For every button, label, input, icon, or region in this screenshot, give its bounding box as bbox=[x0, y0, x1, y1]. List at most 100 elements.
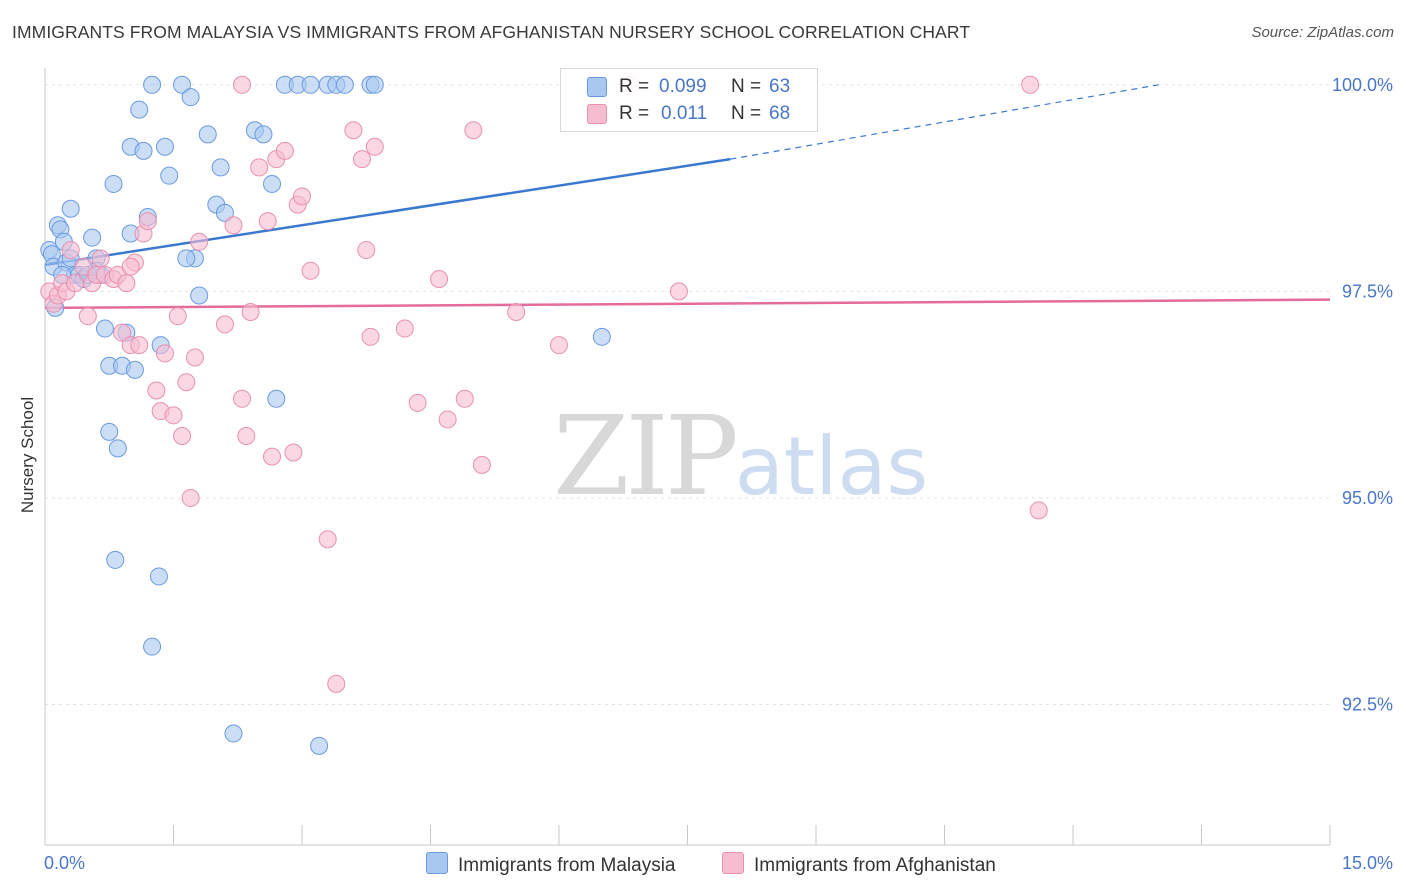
malaysia-point bbox=[263, 174, 282, 193]
malaysia-point bbox=[160, 166, 179, 185]
afghanistan-point bbox=[464, 121, 483, 140]
legend-series-name: Immigrants from Afghanistan bbox=[754, 855, 996, 876]
afghanistan-point bbox=[438, 410, 457, 429]
malaysia-point bbox=[108, 439, 127, 458]
afghanistan-point bbox=[181, 488, 200, 507]
afghanistan-point bbox=[408, 393, 427, 412]
malaysia-point bbox=[310, 736, 329, 755]
malaysia-point bbox=[592, 327, 611, 346]
afghanistan-point bbox=[507, 303, 526, 322]
malaysia-point bbox=[106, 550, 125, 569]
legend-r-label: R = bbox=[619, 103, 650, 124]
malaysia-point bbox=[224, 724, 243, 743]
malaysia-point bbox=[125, 360, 144, 379]
malaysia-point bbox=[198, 125, 217, 144]
malaysia-trend-line bbox=[44, 157, 731, 267]
malaysia-point bbox=[143, 75, 162, 94]
afghanistan-point bbox=[177, 373, 196, 392]
afghanistan-point bbox=[155, 344, 174, 363]
legend-n-value: 63 bbox=[769, 76, 791, 97]
source-credit: Source: ZipAtlas.com bbox=[1251, 24, 1394, 41]
malaysia-point bbox=[190, 286, 209, 305]
malaysia-point bbox=[95, 319, 114, 338]
malaysia-point bbox=[267, 389, 286, 408]
afghanistan-point bbox=[472, 455, 491, 474]
legend-series-name: Immigrants from Malaysia bbox=[458, 855, 676, 876]
afghanistan-point bbox=[455, 389, 474, 408]
x-tick-label: 0.0% bbox=[44, 853, 85, 873]
afghanistan-point bbox=[78, 307, 97, 326]
afghanistan-point bbox=[327, 674, 346, 693]
afghanistan-point bbox=[130, 336, 149, 355]
afghanistan-point bbox=[357, 241, 376, 260]
legend-r-label: R = bbox=[619, 76, 650, 97]
malaysia-point bbox=[104, 174, 123, 193]
afghanistan-point bbox=[61, 241, 80, 260]
legend-n-label: N = bbox=[731, 103, 762, 124]
malaysia-point bbox=[143, 637, 162, 656]
afghanistan-point bbox=[1021, 75, 1040, 94]
malaysia-point bbox=[83, 228, 102, 247]
malaysia-point bbox=[365, 75, 384, 94]
afghanistan-point bbox=[395, 319, 414, 338]
afghanistan-point bbox=[91, 249, 110, 268]
afghanistan-point bbox=[258, 212, 277, 231]
afghanistan-point bbox=[190, 232, 209, 251]
legend-r-value: 0.011 bbox=[661, 103, 708, 124]
data-points bbox=[40, 75, 1048, 755]
malaysia-point bbox=[155, 137, 174, 156]
x-tick-label: 15.0% bbox=[1342, 853, 1393, 873]
afghanistan-point bbox=[361, 327, 380, 346]
afghanistan-point bbox=[113, 323, 132, 342]
afghanistan-point bbox=[318, 530, 337, 549]
afghanistan-swatch bbox=[722, 852, 744, 874]
afghanistan-point bbox=[117, 274, 136, 293]
malaysia-swatch bbox=[426, 852, 448, 874]
afghanistan-point bbox=[263, 447, 282, 466]
afghanistan-point bbox=[275, 141, 294, 160]
legend-n-value: 68 bbox=[769, 103, 791, 124]
y-tick-label: 95.0% bbox=[1342, 488, 1393, 508]
malaysia-point bbox=[134, 141, 153, 160]
malaysia-point bbox=[130, 100, 149, 119]
malaysia-point bbox=[215, 203, 234, 222]
afghanistan-point bbox=[550, 336, 568, 355]
malaysia-point bbox=[149, 567, 168, 586]
afghanistan-point bbox=[250, 158, 269, 177]
malaysia-point bbox=[301, 75, 320, 94]
afghanistan-point bbox=[365, 137, 384, 156]
afghanistan-point bbox=[121, 257, 140, 276]
y-tick-label: 97.5% bbox=[1342, 281, 1393, 301]
afghanistan-point bbox=[147, 381, 166, 400]
afghanistan-point bbox=[237, 426, 256, 445]
afghanistan-point bbox=[352, 150, 371, 169]
afghanistan-point bbox=[430, 269, 449, 288]
malaysia-swatch bbox=[587, 77, 607, 97]
malaysia-point bbox=[100, 422, 119, 441]
afghanistan-point bbox=[74, 257, 93, 276]
bottom-legend-malaysia: Immigrants from Malaysia bbox=[426, 852, 676, 876]
legend-row-malaysia: R = 0.099 N = 63 bbox=[561, 74, 817, 100]
y-tick-label: 100.0% bbox=[1332, 75, 1393, 95]
chart-title: IMMIGRANTS FROM MALAYSIA VS IMMIGRANTS F… bbox=[12, 22, 971, 42]
afghanistan-point bbox=[185, 348, 204, 367]
malaysia-point bbox=[211, 158, 230, 177]
afghanistan-trend-line bbox=[44, 298, 1331, 310]
afghanistan-point bbox=[164, 406, 183, 425]
tick-labels: 92.5% 95.0% 97.5% 100.0% 0.0% 15.0% bbox=[44, 75, 1393, 873]
afghanistan-point bbox=[215, 315, 234, 334]
bottom-legend-afghanistan: Immigrants from Afghanistan bbox=[722, 852, 996, 876]
afghanistan-point bbox=[1029, 501, 1048, 520]
legend-n-label: N = bbox=[731, 76, 762, 97]
afghanistan-point bbox=[284, 443, 303, 462]
legend-row-afghanistan: R = 0.011 N = 68 bbox=[561, 101, 817, 127]
afghanistan-point bbox=[173, 426, 192, 445]
afghanistan-point bbox=[344, 121, 363, 140]
afghanistan-point bbox=[138, 212, 157, 231]
afghanistan-point bbox=[224, 216, 243, 235]
malaysia-point bbox=[173, 75, 192, 94]
malaysia-point bbox=[254, 125, 273, 144]
y-tick-label: 92.5% bbox=[1342, 695, 1393, 715]
axes bbox=[44, 68, 1331, 846]
